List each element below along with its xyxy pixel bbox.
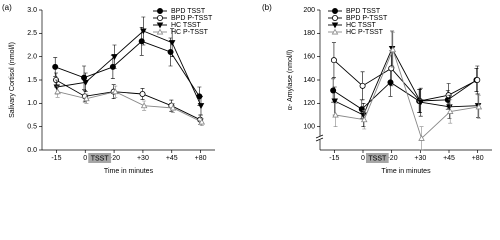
x-tick-label: +20 — [108, 155, 120, 162]
y-tick-label: 120 — [303, 100, 315, 107]
chart-panel: (a) Salivary Cortisol (nmol/l) 0.0 0.5 1.0 1.… — [2, 3, 215, 175]
y-tick-label: 1.0 — [27, 100, 37, 107]
legend-label: BPD TSST — [346, 8, 381, 15]
marker — [359, 82, 366, 89]
marker — [417, 99, 425, 106]
y-tick-label: 1.5 — [27, 77, 37, 84]
tsst-box — [366, 153, 389, 163]
series-line — [55, 40, 200, 97]
figure: (a) Salivary Cortisol (nmol/l) 0.0 0.5 1.0 1.… — [2, 3, 492, 175]
series-line — [332, 79, 477, 110]
y-tick-label: 2.0 — [27, 54, 37, 61]
y-axis-label: Salivary Cortisol (nmol/l) — [9, 42, 16, 118]
x-tick-label: +20 — [386, 155, 398, 162]
series-line — [333, 59, 478, 102]
marker — [360, 112, 367, 119]
marker — [140, 28, 147, 35]
x-tick-label: -15 — [329, 155, 339, 162]
chart-panel: (b) α- Amylase (nmol/l) 100 120 140 160 180 200… — [262, 3, 492, 175]
marker — [139, 91, 146, 98]
x-axis-label: Time in minutes — [381, 168, 431, 175]
marker — [54, 88, 61, 95]
y-tick-label: 180 — [303, 30, 315, 37]
marker — [330, 87, 337, 94]
axis-break — [315, 134, 324, 142]
x-axis-label: Time in minutes — [104, 168, 154, 175]
marker — [168, 40, 176, 47]
marker — [197, 103, 205, 110]
y-tick-label: 140 — [303, 77, 315, 84]
y-axis-label: α- Amylase (nmol/l) — [287, 50, 294, 110]
marker — [198, 118, 206, 125]
marker — [330, 57, 337, 64]
marker — [446, 104, 453, 111]
marker — [475, 103, 483, 110]
series-line — [55, 79, 201, 121]
annotation: TSST — [368, 155, 387, 162]
marker — [112, 88, 119, 95]
series-line — [334, 47, 479, 116]
x-tick-label: +80 — [195, 155, 207, 162]
y-tick-label: 200 — [303, 7, 315, 14]
marker — [156, 28, 164, 35]
x-tick-label: 0 — [83, 155, 87, 162]
marker — [331, 98, 339, 105]
x-tick-label: +80 — [472, 155, 484, 162]
y-tick-label: 3.0 — [27, 7, 37, 14]
legend-label: BPD P-TSST — [346, 15, 388, 22]
legend-label: HC TSST — [346, 22, 377, 29]
x-tick-label: +30 — [137, 155, 149, 162]
x-tick-label: 0 — [361, 155, 365, 162]
annotation: TSST — [91, 155, 110, 162]
marker — [418, 134, 425, 141]
marker — [156, 22, 164, 29]
y-tick-label: 100 — [303, 124, 315, 131]
marker — [332, 111, 339, 118]
marker — [446, 108, 454, 114]
marker — [111, 54, 118, 61]
marker — [52, 63, 59, 70]
marker — [331, 14, 338, 21]
marker — [360, 116, 368, 123]
y-tick-label: 160 — [303, 54, 315, 61]
marker — [331, 22, 339, 29]
marker — [82, 79, 89, 86]
marker — [169, 104, 177, 111]
x-tick-label: -15 — [51, 155, 61, 162]
legend-label: HC TSST — [171, 22, 202, 29]
legend-label: BPD TSST — [171, 8, 206, 15]
marker — [331, 28, 339, 35]
marker — [138, 38, 145, 45]
panel-label: (a) — [2, 3, 12, 12]
marker — [156, 7, 163, 14]
tsst-box — [88, 153, 112, 163]
axis-break-gap — [317, 136, 323, 140]
panel-label: (b) — [262, 3, 272, 12]
legend-label: HC P-TSST — [171, 29, 209, 36]
y-tick-label: 0.0 — [27, 147, 37, 154]
marker — [474, 77, 481, 84]
marker — [140, 102, 148, 109]
marker — [331, 7, 338, 14]
x-tick-label: +30 — [414, 155, 426, 162]
series-line — [335, 48, 479, 140]
marker — [83, 95, 90, 102]
legend-label: HC P-TSST — [346, 29, 384, 36]
marker — [389, 46, 397, 53]
series-line — [57, 91, 202, 123]
y-tick-label: 2.5 — [27, 30, 37, 37]
x-tick-label: +45 — [443, 155, 455, 162]
marker — [156, 14, 163, 21]
legend-label: BPD P-TSST — [171, 15, 213, 22]
x-tick-label: +45 — [166, 155, 178, 162]
y-tick-label: 0.5 — [27, 124, 37, 131]
marker — [387, 79, 394, 86]
series-line — [56, 30, 202, 106]
